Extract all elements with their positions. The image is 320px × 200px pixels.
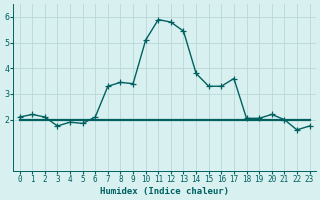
X-axis label: Humidex (Indice chaleur): Humidex (Indice chaleur): [100, 187, 229, 196]
